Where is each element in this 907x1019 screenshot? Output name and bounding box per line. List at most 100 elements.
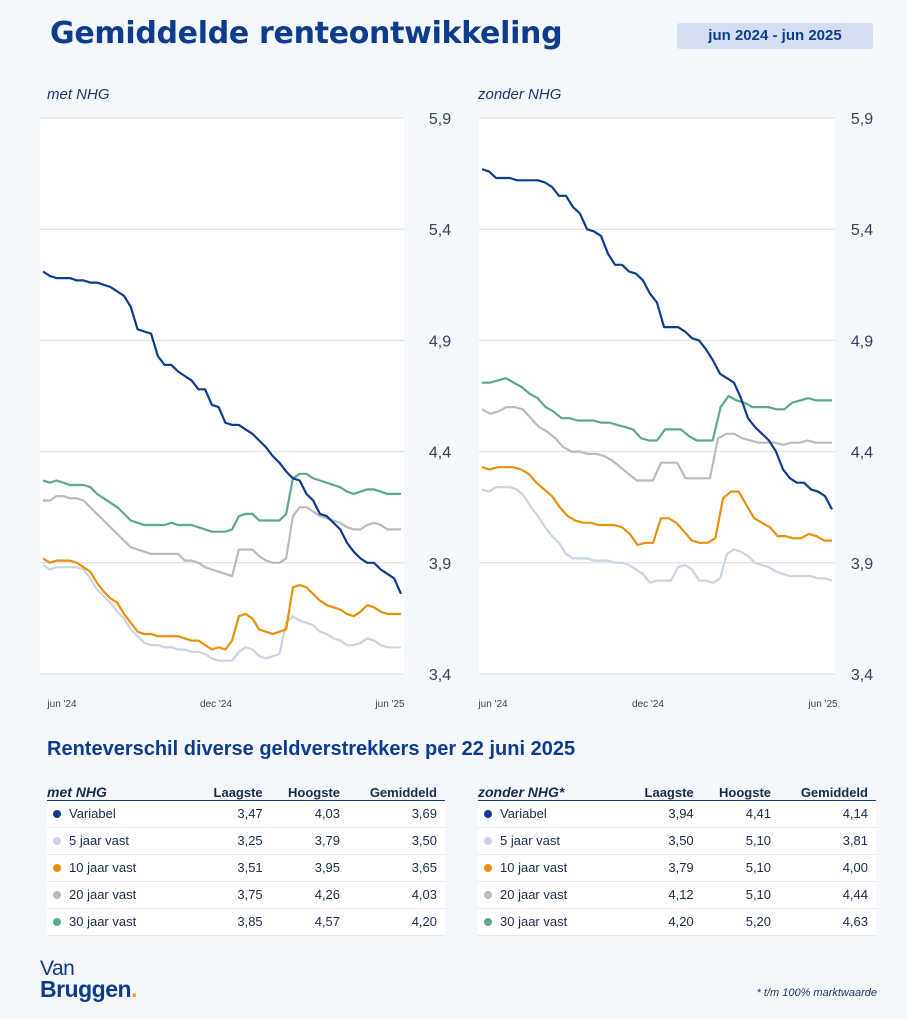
- table-cell: 5,20: [701, 908, 780, 936]
- table-cell: 4,57: [270, 908, 349, 936]
- row-label: 30 jaar vast: [478, 908, 628, 936]
- table-cell: 5,10: [701, 827, 780, 855]
- row-label: Variabel: [478, 800, 628, 828]
- series-line-20-jaar-vast: [43, 495, 401, 578]
- table-header-name: met NHG: [47, 780, 197, 801]
- table-cell: 3,51: [197, 854, 271, 882]
- legend-dot-icon: [484, 837, 492, 845]
- table-header-col: Hoogste: [701, 780, 780, 801]
- table-header-col: Hoogste: [270, 780, 349, 801]
- table-cell: 3,85: [197, 908, 271, 936]
- page-title: Gemiddelde renteontwikkeling: [50, 16, 563, 51]
- table-header-col: Gemiddeld: [779, 780, 876, 801]
- row-label: 5 jaar vast: [47, 827, 197, 855]
- table-header-name: zonder NHG*: [478, 780, 628, 801]
- y-tick-label: 3,4: [429, 667, 451, 684]
- legend-dot-icon: [484, 918, 492, 926]
- table-cell: 3,65: [348, 854, 445, 882]
- series-line-30-jaar-vast: [42, 472, 401, 533]
- y-tick-label: 3,4: [851, 667, 873, 684]
- series-line-10-jaar-vast: [481, 466, 832, 547]
- table-cell: 4,44: [779, 881, 876, 909]
- table-cell: 4,20: [628, 908, 702, 936]
- table-cell: 3,81: [779, 827, 876, 855]
- rate-table-zonder-nhg: zonder NHG* Laagste Hoogste Gemiddeld Variab…: [478, 780, 876, 936]
- series-line-30-jaar-vast: [482, 377, 832, 442]
- series-line-variabel: [481, 168, 833, 510]
- table-cell: 3,95: [270, 854, 349, 882]
- y-tick-label: 5,4: [429, 222, 451, 239]
- table-header-col: Laagste: [628, 780, 702, 801]
- legend-dot-icon: [53, 918, 61, 926]
- row-label: 10 jaar vast: [478, 854, 628, 882]
- table-row: 5 jaar vast 3,25 3,79 3,50: [47, 827, 445, 855]
- row-label: 20 jaar vast: [47, 881, 197, 909]
- x-tick-label: jun '24: [46, 699, 77, 710]
- x-tick-label: dec '24: [200, 699, 232, 710]
- table-row: 10 jaar vast 3,51 3,95 3,65: [47, 854, 445, 882]
- rate-table-met-nhg: met NHG Laagste Hoogste Gemiddeld Variabel 3,…: [47, 780, 445, 936]
- table-header-col: Gemiddeld: [348, 780, 445, 801]
- table-cell: 4,63: [779, 908, 876, 936]
- table-cell: 3,69: [348, 800, 445, 828]
- table-cell: 4,20: [348, 908, 445, 936]
- series-line-20-jaar-vast: [481, 406, 832, 482]
- row-label: 5 jaar vast: [478, 827, 628, 855]
- chart-title-met-nhg: met NHG: [47, 86, 110, 103]
- x-tick-label: jun '24: [477, 699, 508, 710]
- row-label-text: Variabel: [500, 806, 547, 821]
- series-line-5-jaar-vast: [42, 564, 401, 662]
- legend-dot-icon: [53, 810, 61, 818]
- row-label-text: 20 jaar vast: [69, 887, 137, 902]
- table-cell: 4,12: [628, 881, 702, 909]
- legend-dot-icon: [53, 864, 61, 872]
- table-cell: 5,10: [701, 854, 780, 882]
- table-row: 20 jaar vast 3,75 4,26 4,03: [47, 881, 445, 909]
- row-label-text: Variabel: [69, 806, 116, 821]
- logo-line-1: Van: [40, 957, 75, 980]
- chart-title-zonder-nhg: zonder NHG: [478, 86, 562, 103]
- y-tick-label: 3,9: [851, 556, 873, 573]
- period-badge: jun 2024 - jun 2025: [677, 23, 873, 49]
- table-cell: 4,41: [701, 800, 780, 828]
- logo-line-2: Bruggen: [40, 976, 132, 1002]
- table-row: 10 jaar vast 3,79 5,10 4,00: [478, 854, 876, 882]
- table-cell: 5,10: [701, 881, 780, 909]
- table-cell: 3,50: [628, 827, 702, 855]
- table-row: Variabel 3,94 4,41 4,14: [478, 800, 876, 828]
- y-tick-label: 5,9: [429, 111, 451, 128]
- table-row: 20 jaar vast 4,12 5,10 4,44: [478, 881, 876, 909]
- legend-dot-icon: [53, 891, 61, 899]
- y-tick-label: 4,4: [851, 445, 873, 462]
- charts-area: 5,9 5,4 4,9 4,4 3,9 3,4 jun '24 dec '24 jun '25 5…: [40, 111, 873, 710]
- table-row: 30 jaar vast 3,85 4,57 4,20: [47, 908, 445, 936]
- series-line-5-jaar-vast: [481, 486, 833, 584]
- table-header-col: Laagste: [197, 780, 271, 801]
- table-row: 5 jaar vast 3,50 5,10 3,81: [478, 827, 876, 855]
- footnote: * t/m 100% marktwaarde: [756, 987, 877, 999]
- y-tick-label: 3,9: [429, 556, 451, 573]
- series-line-variabel: [42, 270, 403, 595]
- x-tick-label: jun '25: [807, 699, 838, 710]
- series-line-10-jaar-vast: [42, 557, 401, 651]
- row-label: 30 jaar vast: [47, 908, 197, 936]
- table-cell: 3,94: [628, 800, 702, 828]
- van-bruggen-logo: Van Bruggen.: [40, 957, 137, 1002]
- legend-dot-icon: [484, 864, 492, 872]
- legend-dot-icon: [484, 810, 492, 818]
- legend-dot-icon: [53, 837, 61, 845]
- table-cell: 4,03: [348, 881, 445, 909]
- y-tick-label: 4,9: [851, 333, 873, 350]
- x-tick-label: jun '25: [374, 699, 405, 710]
- table-cell: 4,00: [779, 854, 876, 882]
- row-label: Variabel: [47, 800, 197, 828]
- legend-dot-icon: [484, 891, 492, 899]
- table-cell: 3,79: [270, 827, 349, 855]
- table-cell: 3,75: [197, 881, 271, 909]
- row-label-text: 10 jaar vast: [500, 860, 568, 875]
- row-label: 20 jaar vast: [478, 881, 628, 909]
- table-cell: 4,26: [270, 881, 349, 909]
- row-label-text: 30 jaar vast: [500, 914, 568, 929]
- table-cell: 3,47: [197, 800, 271, 828]
- table-cell: 4,14: [779, 800, 876, 828]
